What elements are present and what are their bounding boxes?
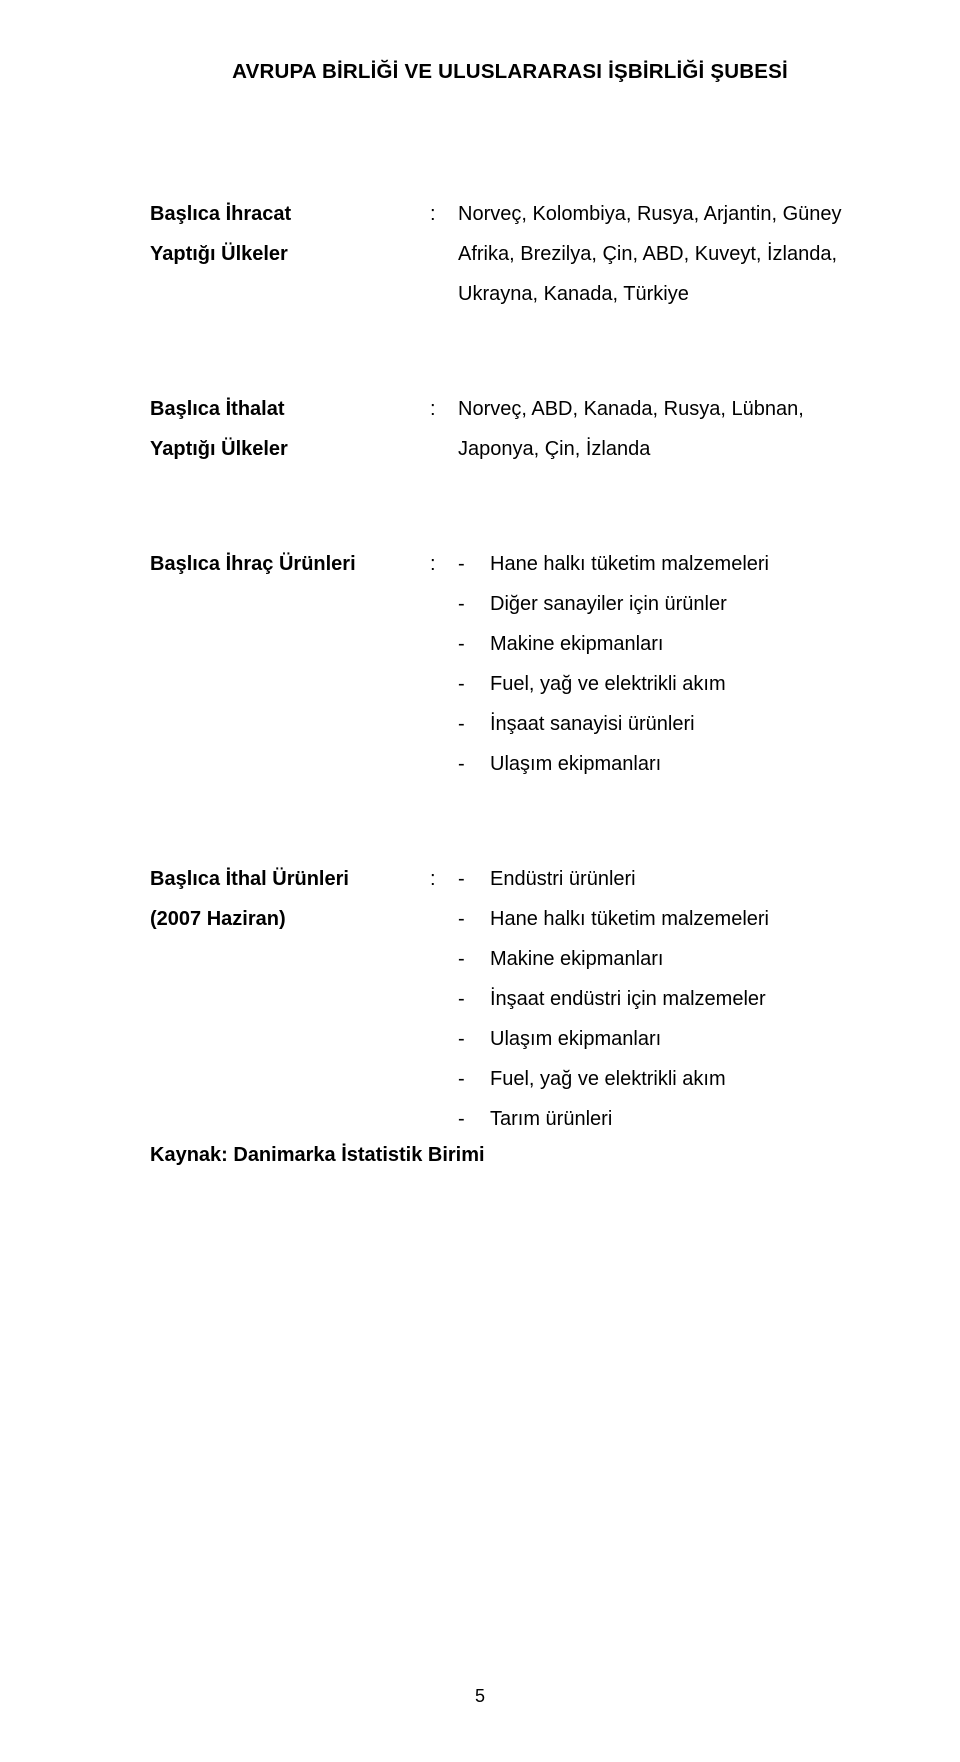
dash-icon: - xyxy=(458,664,490,704)
dash-icon: - xyxy=(458,1019,490,1059)
dash-icon: - xyxy=(458,1099,490,1139)
export-countries-label: Başlıca İhracat Yaptığı Ülkeler xyxy=(150,194,430,274)
item-text: Fuel, yağ ve elektrikli akım xyxy=(490,1059,726,1099)
colon-separator: : xyxy=(430,194,458,234)
item-text: Diğer sanayiler için ürünler xyxy=(490,584,727,624)
list-item: - Makine ekipmanları xyxy=(458,939,870,979)
import-products-value: - Endüstri ürünleri - Hane halkı tüketim… xyxy=(458,859,870,1139)
colon-separator: : xyxy=(430,859,458,899)
item-text: Endüstri ürünleri xyxy=(490,859,636,899)
label-line: Başlıca İhraç Ürünleri xyxy=(150,544,430,584)
label-line: Yaptığı Ülkeler xyxy=(150,429,430,469)
list-item: - Fuel, yağ ve elektrikli akım xyxy=(458,664,870,704)
value-line: Norveç, Kolombiya, Rusya, Arjantin, Güne… xyxy=(458,194,870,234)
list-item: - Tarım ürünleri xyxy=(458,1099,870,1139)
page-number: 5 xyxy=(475,1686,485,1707)
label-line: Başlıca İhracat xyxy=(150,194,430,234)
list-item: - Endüstri ürünleri xyxy=(458,859,870,899)
item-text: Fuel, yağ ve elektrikli akım xyxy=(490,664,726,704)
export-countries-section: Başlıca İhracat Yaptığı Ülkeler : Norveç… xyxy=(150,194,870,314)
import-products-label: Başlıca İthal Ürünleri (2007 Haziran) xyxy=(150,859,430,939)
label-line: Başlıca İthalat xyxy=(150,389,430,429)
item-text: Tarım ürünleri xyxy=(490,1099,612,1139)
source-label: Kaynak: Danimarka İstatistik Birimi xyxy=(150,1144,870,1167)
label-line: (2007 Haziran) xyxy=(150,899,430,939)
list-item: - Ulaşım ekipmanları xyxy=(458,744,870,784)
list-item: - Hane halkı tüketim malzemeleri xyxy=(458,544,870,584)
list-item: - Fuel, yağ ve elektrikli akım xyxy=(458,1059,870,1099)
dash-icon: - xyxy=(458,744,490,784)
value-line: Afrika, Brezilya, Çin, ABD, Kuveyt, İzla… xyxy=(458,234,870,274)
item-text: Hane halkı tüketim malzemeleri xyxy=(490,544,769,584)
value-line: Norveç, ABD, Kanada, Rusya, Lübnan, xyxy=(458,389,870,429)
item-text: Ulaşım ekipmanları xyxy=(490,1019,661,1059)
dash-icon: - xyxy=(458,899,490,939)
dash-icon: - xyxy=(458,624,490,664)
list-item: - Diğer sanayiler için ürünler xyxy=(458,584,870,624)
item-text: Hane halkı tüketim malzemeleri xyxy=(490,899,769,939)
dash-icon: - xyxy=(458,859,490,899)
colon-separator: : xyxy=(430,544,458,584)
list-item: - Ulaşım ekipmanları xyxy=(458,1019,870,1059)
dash-icon: - xyxy=(458,1059,490,1099)
colon-separator: : xyxy=(430,389,458,429)
dash-icon: - xyxy=(458,979,490,1019)
list-item: - Makine ekipmanları xyxy=(458,624,870,664)
item-text: Makine ekipmanları xyxy=(490,624,663,664)
value-line: Japonya, Çin, İzlanda xyxy=(458,429,870,469)
dash-icon: - xyxy=(458,704,490,744)
page-header: AVRUPA BİRLİĞİ VE ULUSLARARASI İŞBİRLİĞİ… xyxy=(150,60,870,84)
export-products-value: - Hane halkı tüketim malzemeleri - Diğer… xyxy=(458,544,870,784)
import-countries-label: Başlıca İthalat Yaptığı Ülkeler xyxy=(150,389,430,469)
item-text: Ulaşım ekipmanları xyxy=(490,744,661,784)
dash-icon: - xyxy=(458,584,490,624)
import-countries-value: Norveç, ABD, Kanada, Rusya, Lübnan, Japo… xyxy=(458,389,870,469)
list-item: - İnşaat sanayisi ürünleri xyxy=(458,704,870,744)
item-text: Makine ekipmanları xyxy=(490,939,663,979)
label-line: Yaptığı Ülkeler xyxy=(150,234,430,274)
list-item: - Hane halkı tüketim malzemeleri xyxy=(458,899,870,939)
import-countries-section: Başlıca İthalat Yaptığı Ülkeler : Norveç… xyxy=(150,389,870,469)
import-products-section: Başlıca İthal Ürünleri (2007 Haziran) : … xyxy=(150,859,870,1139)
item-text: İnşaat endüstri için malzemeler xyxy=(490,979,766,1019)
item-text: İnşaat sanayisi ürünleri xyxy=(490,704,695,744)
export-countries-value: Norveç, Kolombiya, Rusya, Arjantin, Güne… xyxy=(458,194,870,314)
export-products-label: Başlıca İhraç Ürünleri xyxy=(150,544,430,584)
value-line: Ukrayna, Kanada, Türkiye xyxy=(458,274,870,314)
export-products-section: Başlıca İhraç Ürünleri : - Hane halkı tü… xyxy=(150,544,870,784)
dash-icon: - xyxy=(458,939,490,979)
dash-icon: - xyxy=(458,544,490,584)
label-line: Başlıca İthal Ürünleri xyxy=(150,859,430,899)
list-item: - İnşaat endüstri için malzemeler xyxy=(458,979,870,1019)
